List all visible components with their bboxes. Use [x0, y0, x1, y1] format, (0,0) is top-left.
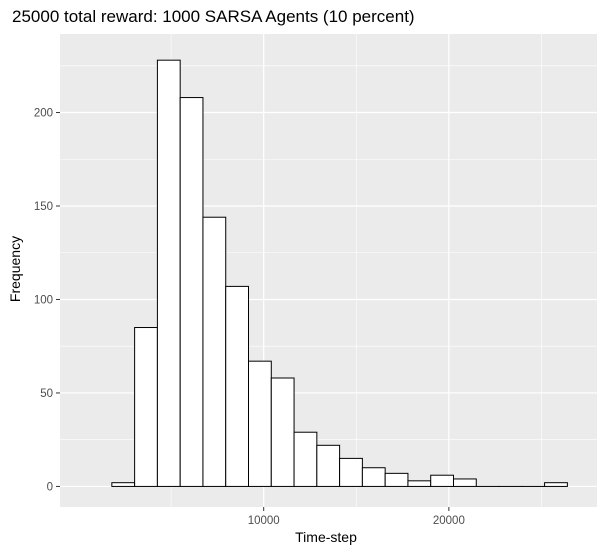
histogram-bar — [293, 431, 318, 487]
y-tick-label: 0 — [47, 481, 53, 493]
histogram-bar — [225, 285, 250, 487]
y-axis-title: Frequency — [7, 236, 23, 302]
x-tick-label: 20000 — [433, 515, 465, 527]
y-tick-label: 100 — [34, 294, 53, 306]
histogram-bar — [361, 467, 386, 487]
x-axis-title: Time-step — [295, 529, 357, 545]
histogram-bar — [316, 444, 341, 487]
histogram-bar — [248, 360, 272, 487]
histogram-bar — [430, 474, 454, 487]
histogram-bar — [384, 472, 409, 487]
x-tick-label: 10000 — [248, 515, 280, 527]
histogram-bar — [156, 59, 181, 487]
y-tick-label: 200 — [34, 108, 53, 120]
histogram-bar — [202, 216, 227, 487]
histogram-bar — [111, 482, 136, 487]
histogram-bar — [452, 478, 477, 487]
histogram-bar — [407, 480, 432, 487]
x-axis: 10000 20000 — [248, 507, 465, 527]
y-tick-label: 50 — [40, 388, 53, 400]
y-tick-label: 150 — [34, 201, 53, 213]
chart-title: 25000 total reward: 1000 SARSA Agents (1… — [12, 7, 415, 26]
histogram-bars — [111, 59, 568, 487]
histogram-bar — [339, 457, 363, 487]
y-axis: 0 50 100 150 200 — [34, 108, 60, 493]
histogram-bar — [134, 327, 158, 487]
histogram-bar — [179, 97, 204, 487]
histogram-bar — [270, 377, 295, 487]
histogram-bar — [544, 482, 568, 487]
